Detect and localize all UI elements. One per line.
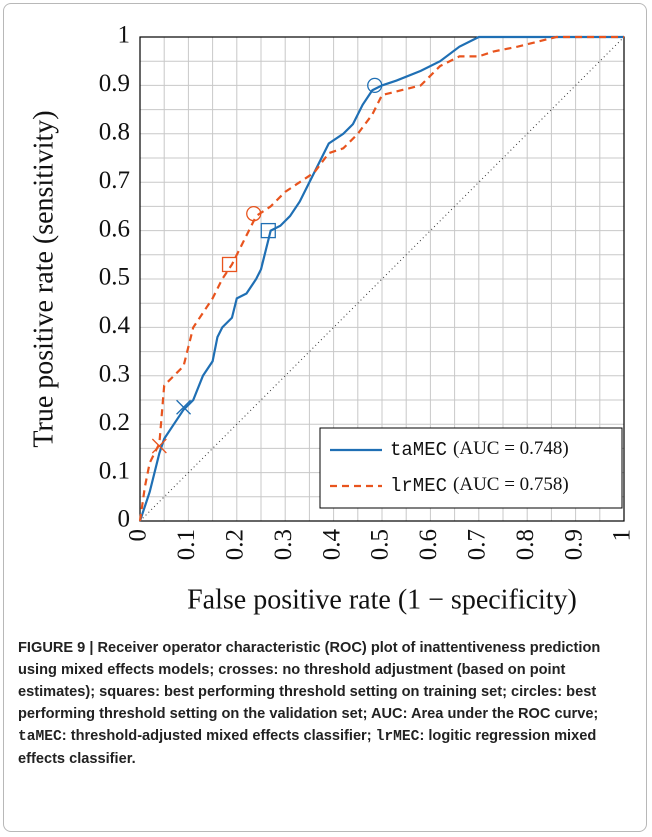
y-tick-label: 0.4 (99, 312, 131, 339)
x-tick-label: 0.1 (173, 529, 200, 560)
y-tick-label: 1 (118, 22, 131, 49)
y-tick-label: 0.5 (99, 264, 130, 291)
legend-name: taMEC (390, 439, 447, 461)
y-tick-label: 0 (118, 506, 131, 533)
legend-annotation: (AUC = 0.758) (453, 474, 569, 495)
marker-cross (151, 438, 167, 454)
caption-segment: taMEC (18, 729, 62, 745)
x-tick-label: 0 (125, 529, 152, 542)
y-tick-label: 0.1 (99, 457, 130, 484)
x-tick-label: 0.2 (222, 529, 249, 560)
x-tick-label: 0.3 (270, 529, 297, 560)
x-tick-label: 0.9 (560, 529, 587, 560)
x-tick-label: 0.7 (464, 529, 491, 560)
caption: FIGURE 9 | Receiver operator characteris… (18, 637, 628, 770)
legend-name: lrMEC (390, 475, 447, 497)
x-tick-label: 0.4 (318, 529, 345, 561)
y-tick-label: 0.2 (99, 409, 130, 436)
legend-label: lrMEC (AUC = 0.758) (390, 474, 569, 497)
caption-segment: lrMEC (375, 729, 420, 745)
marker-square (260, 222, 276, 239)
y-tick-label: 0.7 (99, 167, 130, 194)
x-tick-label: 0.8 (512, 529, 539, 560)
y-axis-label: True positive rate (sensitivity) (28, 110, 59, 447)
plot-border (139, 36, 625, 522)
x-tick-label: 1 (609, 529, 636, 542)
chart: False positive rate (1 − specificity) Tr… (28, 22, 636, 616)
marker-circle (367, 77, 383, 94)
caption-segment: : logitic regression mixed effects class… (18, 728, 597, 767)
x-tick-label: 0.5 (367, 529, 394, 560)
x-axis-label: False positive rate (1 − specificity) (187, 584, 577, 615)
caption-segment: : threshold-adjusted mixed effects class… (61, 728, 376, 744)
legend-box (319, 427, 623, 509)
y-tick-label: 0.3 (99, 361, 130, 388)
legend-annotation: (AUC = 0.748) (453, 438, 569, 459)
roc-curve (138, 35, 624, 522)
marker-square (221, 256, 238, 273)
legend-label: taMEC (AUC = 0.748) (390, 438, 569, 461)
caption-segment: FIGURE 9 | Receiver operator characteris… (18, 640, 601, 722)
roc-curve (138, 35, 624, 522)
figure-frame (3, 3, 647, 832)
x-tick-label: 0.6 (415, 529, 442, 560)
y-tick-label: 0.6 (99, 215, 130, 242)
marker-circle (246, 206, 262, 222)
marker-cross (176, 399, 192, 415)
y-tick-label: 0.9 (99, 70, 130, 97)
y-tick-label: 0.8 (99, 119, 130, 146)
